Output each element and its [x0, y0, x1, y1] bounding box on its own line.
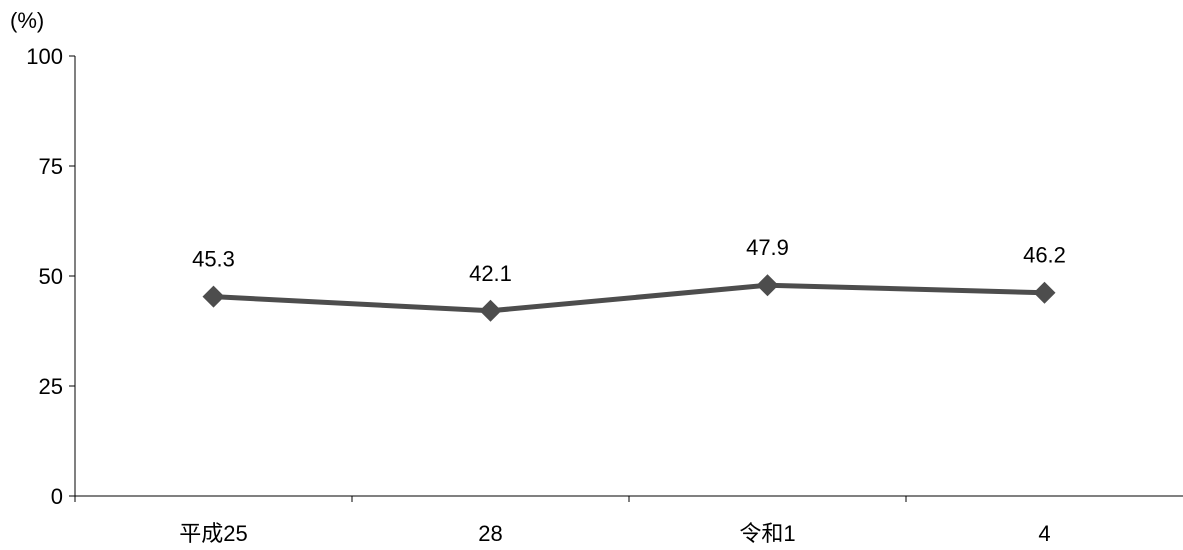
series-line [213, 282, 1045, 314]
data-label: 45.3 [192, 247, 235, 272]
data-point-marker [1033, 281, 1056, 304]
data-point-marker [756, 274, 779, 297]
y-axis-unit-label: (%) [10, 8, 44, 33]
y-tick-label: 100 [26, 44, 63, 69]
y-axis-ticks: 0 25 50 75 100 [26, 44, 75, 509]
data-label-layer: 45.3 42.1 47.9 46.2 [192, 235, 1066, 286]
x-tick-label: 28 [478, 521, 502, 546]
data-label: 47.9 [746, 235, 789, 260]
y-tick-label: 50 [39, 264, 63, 289]
series-layer [202, 274, 1056, 322]
y-tick-label: 0 [51, 484, 63, 509]
x-tick-label: 4 [1038, 521, 1050, 546]
data-point-marker [479, 299, 502, 322]
x-tick-label: 令和1 [739, 521, 795, 546]
x-axis-ticks: 平成25 28 令和1 4 [74, 496, 1051, 546]
data-label: 42.1 [469, 261, 512, 286]
x-tick-label: 平成25 [179, 521, 247, 546]
data-label: 46.2 [1023, 243, 1066, 268]
y-tick-label: 25 [39, 374, 63, 399]
data-point-marker [202, 285, 225, 308]
y-tick-label: 75 [39, 154, 63, 179]
axes [74, 56, 1183, 497]
